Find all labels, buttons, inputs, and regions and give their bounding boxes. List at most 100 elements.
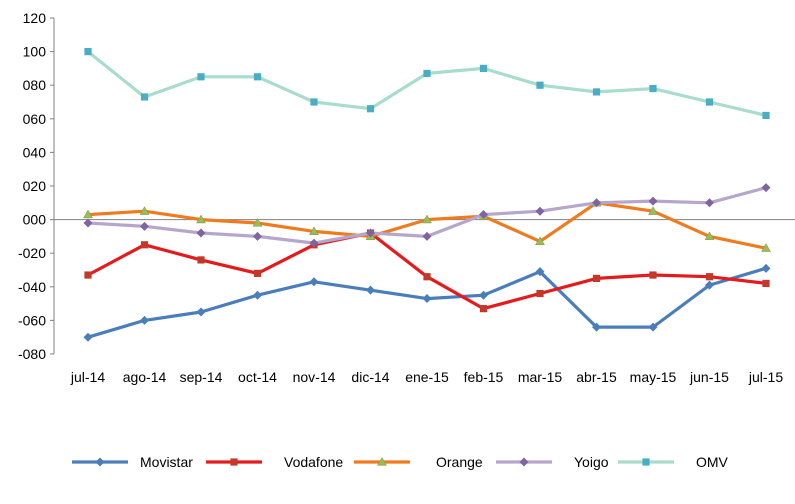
x-tick-label: jul-14 <box>70 369 105 385</box>
data-point <box>377 456 387 466</box>
data-point <box>592 274 601 282</box>
data-point <box>535 236 545 246</box>
legend-item-omv: OMV <box>618 454 729 470</box>
y-tick-label: 040 <box>23 144 47 160</box>
data-point <box>309 238 319 248</box>
data-point <box>423 69 431 78</box>
legend-label: OMV <box>696 454 729 470</box>
series-movistar <box>83 263 771 342</box>
legend-label: Movistar <box>140 454 193 470</box>
data-point <box>95 457 105 467</box>
data-point <box>366 285 375 295</box>
data-point <box>309 277 319 287</box>
data-point <box>648 206 658 215</box>
data-point <box>84 271 92 279</box>
data-point <box>536 289 544 298</box>
series-omv <box>84 48 770 120</box>
data-point <box>649 84 657 93</box>
data-point <box>140 93 149 101</box>
data-point <box>762 111 770 120</box>
data-point <box>762 279 770 288</box>
data-point <box>140 241 149 249</box>
data-point <box>479 305 488 313</box>
x-tick-label: sep-14 <box>180 369 223 385</box>
data-point <box>422 214 432 224</box>
x-tick-label: jul-15 <box>748 369 783 385</box>
y-tick-label: -020 <box>18 245 46 261</box>
data-point <box>253 290 262 300</box>
data-point <box>253 269 262 277</box>
legend-item-orange: Orange <box>354 454 483 470</box>
x-tick-label: dic-14 <box>351 369 389 385</box>
legend-item-vodafone: Vodafone <box>206 454 343 470</box>
data-point <box>705 198 714 208</box>
data-point <box>761 183 771 193</box>
legend-item-yoigo: Yoigo <box>496 454 609 470</box>
legend-label: Orange <box>436 454 483 470</box>
data-point <box>230 458 238 466</box>
legend: Movistar Vodafone Orange Yoigo OMV <box>72 454 729 470</box>
data-point <box>253 231 262 241</box>
data-point <box>422 294 432 304</box>
x-tick-label: nov-14 <box>293 369 336 385</box>
data-point <box>197 73 205 81</box>
series-yoigo <box>83 183 771 248</box>
data-point <box>197 256 205 264</box>
y-tick-label: -060 <box>18 312 46 328</box>
data-point <box>366 228 375 238</box>
data-point <box>83 332 93 342</box>
data-point <box>140 315 149 325</box>
x-tick-label: jun-15 <box>689 369 729 385</box>
data-point <box>535 206 545 216</box>
series-lines <box>83 48 771 342</box>
x-tick-label: ago-14 <box>123 369 167 385</box>
data-point <box>705 98 714 106</box>
y-tick-label: 100 <box>23 44 47 60</box>
data-point <box>253 73 262 81</box>
data-point <box>592 88 601 96</box>
series-line <box>86 201 768 250</box>
legend-label: Yoigo <box>574 454 609 470</box>
data-point <box>761 263 771 273</box>
data-point <box>592 198 601 208</box>
data-point <box>705 280 714 290</box>
y-tick-label: -080 <box>18 346 46 362</box>
x-tick-label: may-15 <box>630 369 677 385</box>
y-tick-label: 060 <box>23 111 47 127</box>
x-tick-label: abr-15 <box>576 369 617 385</box>
data-point <box>139 206 150 215</box>
y-axis: 120 100 080 060 040 020 000 -020 -040 -060 -080 <box>18 10 55 362</box>
legend-label: Vodafone <box>284 454 343 470</box>
x-tick-label: mar-15 <box>518 369 563 385</box>
data-point <box>366 105 375 113</box>
y-tick-label: 000 <box>23 212 47 228</box>
data-point <box>592 322 601 332</box>
data-point <box>648 196 658 206</box>
data-point <box>519 457 529 467</box>
x-tick-label: ene-15 <box>405 369 449 385</box>
data-point <box>649 271 657 279</box>
data-point <box>479 290 488 300</box>
data-point <box>536 81 544 89</box>
series-orange <box>83 197 771 252</box>
data-point <box>479 64 488 72</box>
data-point <box>535 267 545 277</box>
data-point <box>642 458 650 466</box>
x-tick-label: feb-15 <box>464 369 504 385</box>
data-point <box>84 48 92 56</box>
series-line <box>86 49 768 118</box>
data-point <box>196 228 206 238</box>
data-point <box>761 243 771 252</box>
data-point <box>705 273 714 281</box>
data-point <box>196 307 206 317</box>
data-point <box>309 226 319 235</box>
data-point <box>83 218 93 228</box>
data-point <box>196 214 206 224</box>
data-point <box>479 210 488 220</box>
y-tick-label: 120 <box>23 10 47 26</box>
data-point <box>704 231 715 241</box>
legend-item-movistar: Movistar <box>72 454 193 470</box>
y-tick-label: 020 <box>23 178 47 194</box>
data-point <box>648 322 658 332</box>
